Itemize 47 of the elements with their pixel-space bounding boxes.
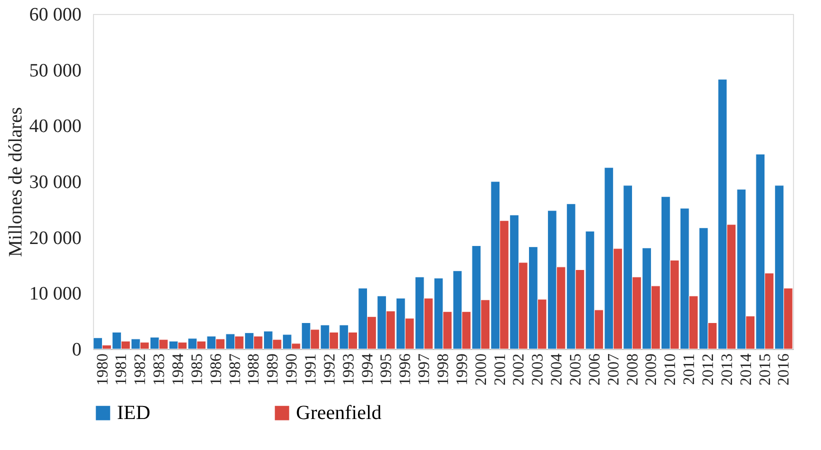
x-tick-label: 1983 <box>151 354 168 386</box>
legend-label: Greenfield <box>296 402 382 424</box>
x-tick-label: 1984 <box>170 354 187 386</box>
x-tick-label: 2012 <box>700 354 718 386</box>
x-tick-label: 1992 <box>321 354 338 386</box>
x-tick-label: 2015 <box>756 354 774 386</box>
y-tick-label: 0 <box>72 340 82 360</box>
x-tick-label: 2011 <box>681 354 698 385</box>
x-tick-label: 1996 <box>397 354 414 386</box>
y-tick-label: 60 000 <box>29 4 82 26</box>
x-tick-label: 1988 <box>246 354 263 386</box>
x-tick-label: 1998 <box>435 354 452 386</box>
x-tick-label: 1985 <box>188 354 206 386</box>
y-axis-title: Millones de dólares <box>5 107 26 257</box>
y-tick-label: 10 000 <box>29 284 82 305</box>
x-tick-label: 1997 <box>416 354 434 386</box>
x-tick-label: 1990 <box>284 354 301 386</box>
x-tick-label: 2014 <box>738 354 755 386</box>
x-tick-label: 2006 <box>586 354 604 386</box>
x-tick-label: 2001 <box>492 354 509 386</box>
x-tick-label: 1994 <box>359 354 376 386</box>
x-tick-label: 2005 <box>568 354 585 386</box>
x-tick-label: 1987 <box>226 354 244 386</box>
x-tick-label: 1982 <box>132 354 150 386</box>
x-tick-label: 1995 <box>378 354 396 386</box>
legend-label: IED <box>117 402 150 424</box>
x-tick-label: 2002 <box>510 354 528 386</box>
x-tick-label: 2013 <box>718 354 736 386</box>
x-tick-label: 2004 <box>548 354 566 386</box>
x-tick-label: 1981 <box>113 354 130 386</box>
x-tick-label: 2008 <box>624 354 642 386</box>
x-tick-label: 1989 <box>264 354 282 386</box>
x-tick-label: 2003 <box>530 354 547 386</box>
x-tick-label: 2009 <box>643 354 660 386</box>
y-tick-label: 50 000 <box>29 60 82 82</box>
x-tick-label: 1991 <box>302 354 320 386</box>
x-tick-label: 2016 <box>776 354 793 386</box>
y-tick-label: 40 000 <box>29 116 82 138</box>
x-tick-label: 1980 <box>94 354 112 386</box>
x-tick-label: 1986 <box>208 354 225 386</box>
x-tick-label: 2010 <box>662 354 680 386</box>
x-tick-label: 2007 <box>605 354 622 386</box>
x-tick-label: 1993 <box>340 354 358 386</box>
y-tick-label: 30 000 <box>29 172 82 193</box>
y-tick-label: 20 000 <box>29 228 82 249</box>
x-tick-label: 2000 <box>472 354 490 386</box>
x-tick-label: 1999 <box>454 354 471 386</box>
